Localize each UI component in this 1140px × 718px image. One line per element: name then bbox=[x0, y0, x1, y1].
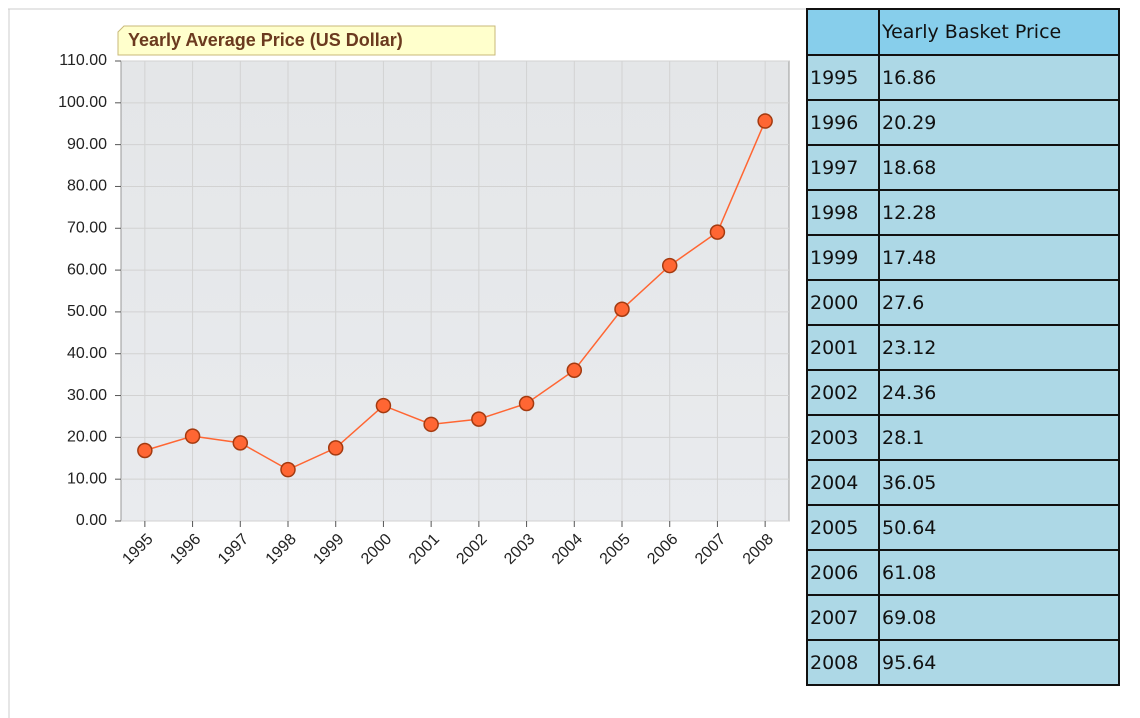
year-cell: 2004 bbox=[806, 459, 880, 506]
chart: 0.00 10.00 20.00 30.00 40.00 50.00 60.00 70.00 8… bbox=[8, 8, 806, 718]
y-tick-label: 20.00 bbox=[67, 429, 107, 446]
price-cell: 27.6 bbox=[878, 279, 1120, 326]
x-tick-label: 2002 bbox=[453, 531, 490, 568]
year-cell: 1999 bbox=[806, 234, 880, 281]
header-cell: Yearly Basket Price bbox=[878, 8, 1120, 56]
x-tick-label: 2004 bbox=[549, 531, 586, 568]
table-row: 1996 20.29 bbox=[806, 99, 1120, 146]
x-tick-label: 2007 bbox=[692, 531, 729, 568]
marker bbox=[661, 257, 678, 274]
year-cell: 1998 bbox=[806, 189, 880, 236]
title-box bbox=[117, 25, 496, 56]
year-cell: 2005 bbox=[806, 504, 880, 551]
table-row: 2008 95.64 bbox=[806, 639, 1120, 686]
y-tick-label: 100.00 bbox=[58, 94, 107, 111]
x-tick-label: 1999 bbox=[310, 531, 347, 568]
y-tick-label: 40.00 bbox=[67, 345, 107, 362]
x-tick-label: 2006 bbox=[644, 531, 681, 568]
marker bbox=[757, 113, 773, 129]
line bbox=[144, 120, 766, 471]
year-cell: 2001 bbox=[806, 324, 880, 371]
year-cell: 2002 bbox=[806, 369, 880, 416]
x-tick-label: 1998 bbox=[263, 531, 300, 568]
price-cell: 95.64 bbox=[878, 639, 1120, 686]
x-tick-label: 2005 bbox=[597, 531, 634, 568]
y-tick-label: 60.00 bbox=[67, 261, 107, 278]
header-cell bbox=[806, 8, 880, 56]
x-tick-label: 2000 bbox=[358, 531, 395, 568]
price-cell: 24.36 bbox=[878, 369, 1120, 416]
x-tick-label: 1997 bbox=[215, 531, 252, 568]
y-tick-label: 110.00 bbox=[59, 52, 107, 69]
x-tick-label: 2008 bbox=[740, 531, 777, 568]
marker bbox=[280, 461, 296, 478]
x-tick-label: 2003 bbox=[501, 531, 538, 568]
price-cell: 16.86 bbox=[878, 54, 1120, 101]
table-row: 2006 61.08 bbox=[806, 549, 1120, 596]
table-row: 1998 12.28 bbox=[806, 189, 1120, 236]
table-row: 1999 17.48 bbox=[806, 234, 1120, 281]
y-tick-label: 0.00 bbox=[76, 512, 107, 529]
price-cell: 23.12 bbox=[878, 324, 1120, 371]
y-tick-label: 10.00 bbox=[67, 470, 107, 487]
year-cell: 2000 bbox=[806, 279, 880, 326]
price-cell: 61.08 bbox=[878, 549, 1120, 596]
price-cell: 50.64 bbox=[878, 504, 1120, 551]
marker bbox=[423, 416, 439, 433]
table-row: 2002 24.36 bbox=[806, 369, 1120, 416]
year-cell: 1995 bbox=[806, 54, 880, 101]
marker bbox=[518, 395, 535, 412]
table-row: 2000 27.6 bbox=[806, 279, 1120, 326]
x-tick-label: 1995 bbox=[119, 531, 156, 568]
table-row: 2003 28.1 bbox=[806, 414, 1120, 461]
marker bbox=[137, 442, 153, 459]
marker bbox=[709, 224, 726, 240]
year-cell: 2008 bbox=[806, 639, 880, 686]
price-cell: 28.1 bbox=[878, 414, 1120, 461]
y-tick-label: 70.00 bbox=[67, 219, 107, 236]
plot-area bbox=[120, 60, 790, 522]
price-cell: 36.05 bbox=[878, 459, 1120, 506]
price-cell: 20.29 bbox=[878, 99, 1120, 146]
marker bbox=[566, 362, 583, 378]
price-cell: 18.68 bbox=[878, 144, 1120, 191]
y-tick-label: 30.00 bbox=[67, 387, 107, 404]
year-cell: 2003 bbox=[806, 414, 880, 461]
y-tick-label: 50.00 bbox=[67, 303, 107, 320]
marker bbox=[471, 411, 487, 427]
table-row: 2001 23.12 bbox=[806, 324, 1120, 371]
year-cell: 2006 bbox=[806, 549, 880, 596]
year-cell: 2007 bbox=[806, 594, 880, 641]
table-row: 1997 18.68 bbox=[806, 144, 1120, 191]
chart-title: Yearly Average Price (US Dollar) bbox=[128, 30, 403, 50]
marker bbox=[232, 435, 249, 451]
year-cell: 1997 bbox=[806, 144, 880, 191]
table-row: 1995 16.86 bbox=[806, 54, 1120, 101]
marker bbox=[184, 428, 201, 444]
x-tick-label: 1996 bbox=[167, 531, 204, 568]
price-cell: 17.48 bbox=[878, 234, 1120, 281]
table-row: 2004 36.05 bbox=[806, 459, 1120, 506]
table-row: 2007 69.08 bbox=[806, 594, 1120, 641]
marker bbox=[375, 397, 392, 414]
marker bbox=[327, 440, 344, 456]
y-tick-label: 90.00 bbox=[67, 136, 107, 153]
price-cell: 12.28 bbox=[878, 189, 1120, 236]
x-tick-label: 2001 bbox=[406, 531, 443, 568]
year-cell: 1996 bbox=[806, 99, 880, 146]
price-table: Yearly Basket Price 1995 16.86 1996 20.29 19… bbox=[806, 8, 1120, 686]
table-header-row: Yearly Basket Price bbox=[806, 8, 1120, 56]
y-tick-label: 80.00 bbox=[67, 178, 107, 195]
price-cell: 69.08 bbox=[878, 594, 1120, 641]
table-row: 2005 50.64 bbox=[806, 504, 1120, 551]
marker bbox=[614, 301, 630, 317]
